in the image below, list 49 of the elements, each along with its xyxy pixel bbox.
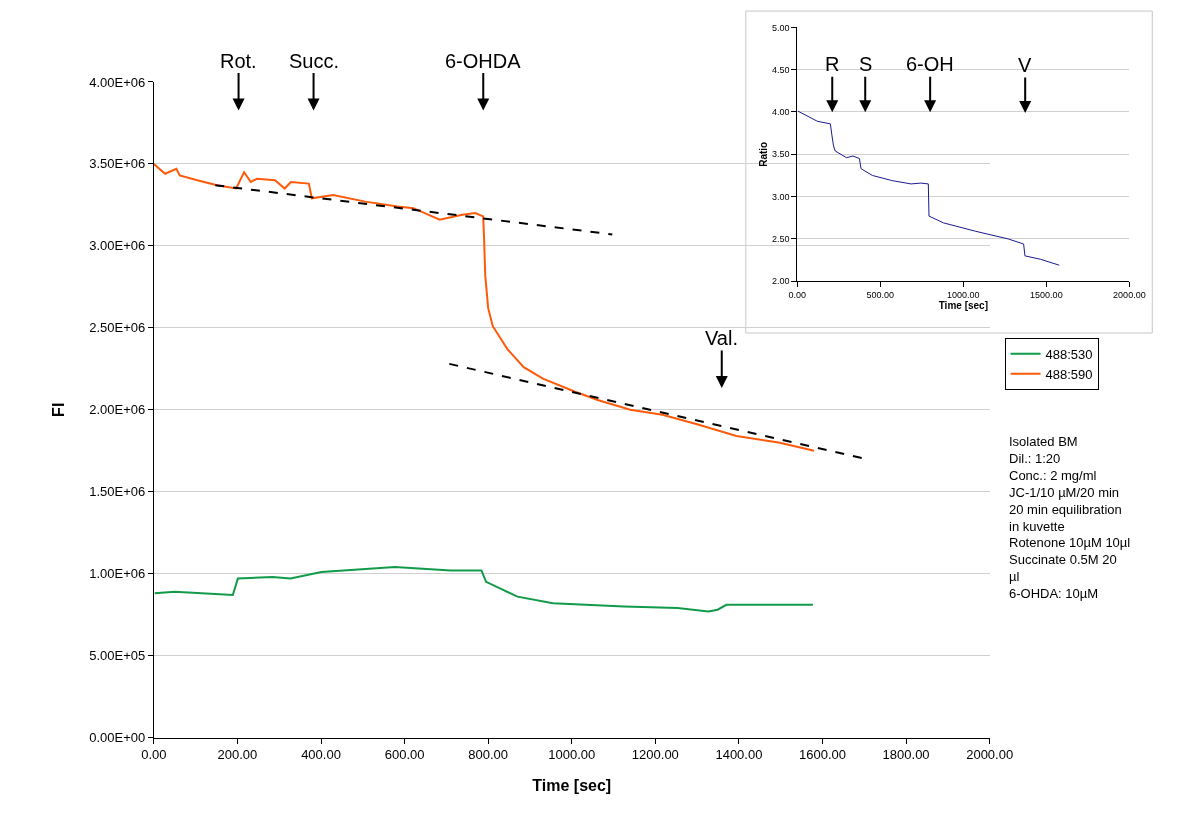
y-tick-label: 4.00E+06 [89, 74, 146, 90]
y-tick-label: 5.00 [771, 22, 790, 33]
text: Succ. [289, 50, 340, 72]
text: Rot. [220, 50, 257, 72]
x-tick-label: 200.00 [217, 747, 258, 763]
y-tick-label: 3.00E+06 [89, 238, 146, 254]
y-tick-label: 1.50E+06 [89, 484, 146, 500]
annotation: R [825, 53, 840, 75]
annotation: Val. [705, 327, 738, 349]
x-tick-label: 2000.00 [966, 747, 1014, 763]
y-tick-label: 2.50 [771, 234, 790, 245]
x-tick-label: 1600.00 [799, 747, 847, 763]
annotation: S [859, 53, 873, 75]
y-tick-label: 2.00E+06 [89, 402, 146, 418]
y-tick-label: 4.50 [771, 64, 790, 75]
x-axis-title: Time [sec] [532, 776, 612, 794]
x-axis-title: Time [sec] [938, 300, 988, 312]
y-tick-label: 4.00 [771, 107, 790, 118]
y-tick-label: 1.00E+06 [89, 566, 146, 582]
text: Isolated BM Dil.: 1:20 Conc.: 2 mg/ml JC-1/10 µM/20 min 20 min equilibration in kuvette Rotenone 10µM 10µl Succinate 0.5M 20 µl 6-OHDA: 10µM [1009, 434, 1131, 602]
annotation: V [1018, 54, 1032, 76]
x-tick-label: 0.00 [788, 290, 807, 301]
x-tick-label: 1800.00 [882, 747, 930, 763]
x-tick-label: 2000.00 [1113, 290, 1146, 301]
y-tick-label: 3.50 [771, 149, 790, 160]
x-tick-label: 1000.00 [947, 290, 980, 301]
line-series [153, 566, 814, 613]
legend-label: 488:590 [1045, 366, 1093, 382]
line-series [797, 110, 1060, 266]
y-tick-label: 0.00E+00 [89, 730, 146, 746]
y-axis-title: Ratio [757, 141, 769, 167]
x-tick-label: 1000.00 [548, 747, 596, 763]
x-tick-label: 500.00 [866, 290, 895, 301]
y-tick-label: 2.50E+06 [89, 320, 146, 336]
y-tick-label: 3.00 [771, 191, 790, 202]
x-tick-label: 1400.00 [715, 747, 763, 763]
text: 6-OHDA [445, 50, 522, 72]
annotation: 6-OH [906, 53, 954, 75]
y-tick-label: 2.00 [771, 276, 790, 287]
x-tick-label: 1500.00 [1030, 290, 1063, 301]
x-tick-label: 600.00 [384, 747, 425, 763]
x-tick-label: 400.00 [301, 747, 341, 763]
y-tick-label: 3.50E+06 [89, 156, 146, 172]
y-axis-title: FI [50, 402, 68, 417]
x-tick-label: 800.00 [468, 747, 509, 763]
x-tick-label: 0.00 [141, 747, 167, 763]
x-tick-label: 1200.00 [631, 747, 679, 763]
y-tick-label: 5.00E+05 [89, 648, 146, 664]
legend-label: 488:530 [1045, 346, 1093, 362]
